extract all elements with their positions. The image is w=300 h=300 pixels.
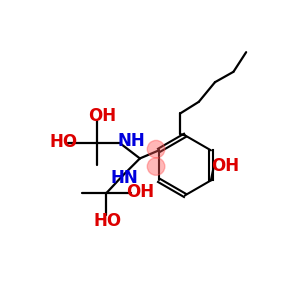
Text: HN: HN	[111, 169, 139, 187]
Text: NH: NH	[118, 132, 145, 150]
Text: HO: HO	[94, 212, 122, 230]
Text: OH: OH	[88, 107, 116, 125]
Text: OH: OH	[126, 183, 154, 201]
Circle shape	[147, 140, 165, 158]
Circle shape	[147, 158, 165, 175]
Text: HO: HO	[50, 133, 78, 151]
Text: OH: OH	[211, 157, 239, 175]
